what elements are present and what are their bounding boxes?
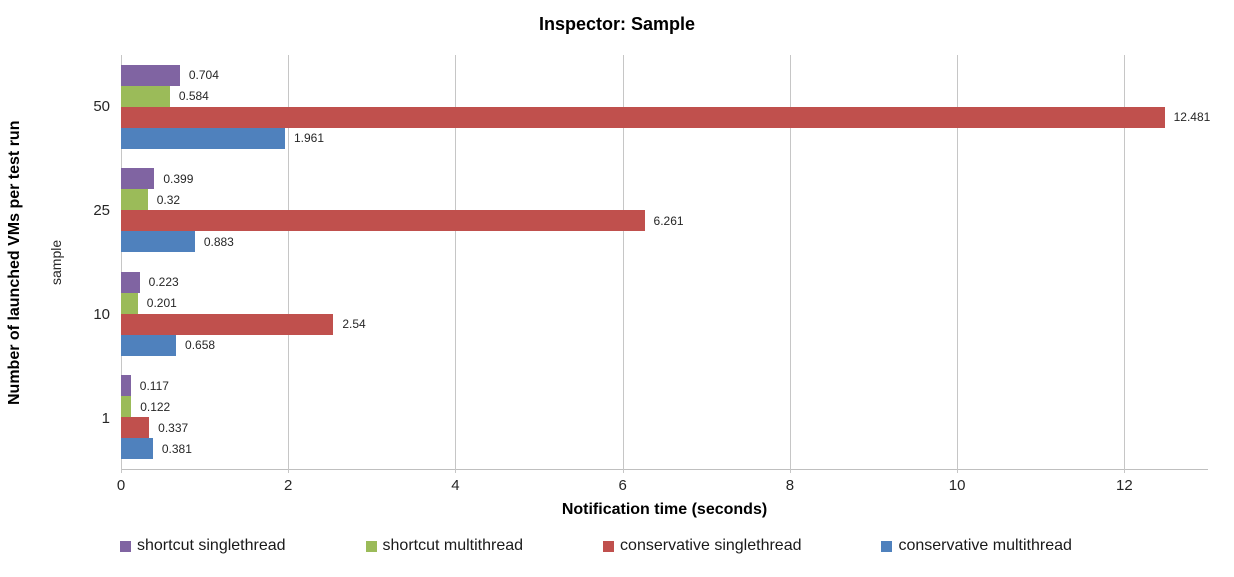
bar-value-label: 0.704 [188,68,219,83]
legend-label: shortcut multithread [382,537,524,554]
legend-swatch [120,540,131,552]
gridline [121,55,122,473]
bar-row: 0.117 [121,375,1208,397]
bar-value-label: 0.883 [203,234,234,249]
bar [121,375,131,397]
bar-row: 0.584 [121,85,1208,107]
bar-row: 0.122 [121,396,1208,418]
bar-value-label: 6.261 [653,213,684,228]
bar-row: 0.201 [121,292,1208,314]
category-label: 10 [93,305,110,323]
bar-value-label: 1.961 [293,131,324,146]
bar [121,396,132,418]
bar [121,417,150,439]
bar-value-label: 0.381 [161,441,192,456]
bar [121,168,155,190]
legend-item: shortcut singlethread [120,537,286,555]
gridline [455,55,457,473]
bar-value-label: 12.481 [1173,110,1211,125]
bar [121,189,148,211]
legend-item: conservative multithread [881,537,1072,555]
x-tick-label: 2 [284,477,293,494]
bar-value-label: 0.201 [146,296,177,311]
bar [121,64,180,86]
x-tick-label: 6 [618,477,627,494]
bar-row: 12.481 [121,106,1211,128]
bar-row: 0.399 [121,168,1208,190]
x-tick-label: 12 [1116,477,1133,494]
legend-swatch [881,540,893,552]
gridline [789,55,791,473]
legend-swatch [603,540,615,552]
bar-value-label: 0.399 [163,171,194,186]
y-axis-title: Number of launched VMs per test run [6,120,23,405]
bar [121,127,285,149]
gridline [1124,55,1126,473]
x-tick-label: 0 [116,477,126,494]
legend-swatch [365,540,377,552]
bar-row: 0.32 [121,189,1208,211]
category-label: 1 [101,409,110,427]
bar-group: 0.704 0.584 12.481 1.961 [121,55,1211,159]
bar [121,210,645,232]
bar [121,438,153,460]
x-tick-label: 8 [785,477,795,494]
legend-label: conservative singlethread [620,537,802,554]
bar-row: 0.223 [121,271,1208,293]
gridline [622,55,624,473]
x-tick-label: 10 [948,477,966,494]
legend-item: conservative singlethread [603,537,801,555]
bar [121,271,140,293]
bar [121,231,195,253]
bar-group: 0.399 0.32 6.261 0.883 [121,159,1208,263]
bar-value-label: 0.122 [140,399,171,414]
bar-row: 0.883 [121,231,1208,253]
bar-row: 1.961 [121,127,1208,149]
chart-title: Inspector: Sample [538,14,696,34]
bar-group: 0.223 0.201 2.54 0.658 [121,262,1208,366]
bar-row: 0.658 [121,334,1208,356]
bar-value-label: 0.223 [148,275,179,290]
category-label: 25 [93,202,110,220]
bar-row: 0.704 [121,64,1208,86]
gridline [957,55,959,473]
bar-group: 0.117 0.122 0.337 0.381 [121,366,1208,470]
bar [121,85,170,107]
legend-label: conservative multithread [898,537,1072,554]
bar-row: 0.337 [121,417,1208,439]
bar-value-label: 0.32 [156,192,181,207]
bar-row: 2.54 [121,313,1208,335]
bar-row: 6.261 [121,210,1208,232]
bar [121,292,138,314]
x-tick-label: 4 [451,477,460,494]
category-axis-labels: 50 25 10 1 [68,55,110,470]
plot-area: 0.704 0.584 12.481 1.961 0.399 0.32 6.261 0.883… [121,55,1211,473]
legend-item: shortcut multithread [365,537,524,555]
bar [121,313,334,335]
bar-value-label: 0.658 [185,338,216,353]
bar-value-label: 0.584 [178,89,209,104]
legend-label: shortcut singlethread [137,537,286,554]
x-axis-title: Notification time (seconds) [561,501,768,518]
bar-row: 0.381 [121,438,1208,460]
bar [121,106,1165,128]
y-axis-subtitle: sample [48,239,64,286]
gridline [288,55,290,473]
bar-groups: 0.704 0.584 12.481 1.961 0.399 0.32 6.261 0.883… [121,55,1211,470]
bar-value-label: 0.117 [139,378,169,393]
category-label: 50 [93,98,110,116]
x-axis-tick-labels: 0 2 4 6 8 10 12 [117,477,1208,495]
bar-value-label: 2.54 [342,317,366,332]
bar [121,334,177,356]
bar-value-label: 0.337 [158,420,189,435]
legend: shortcut singlethread shortcut multithrea… [120,537,1072,555]
